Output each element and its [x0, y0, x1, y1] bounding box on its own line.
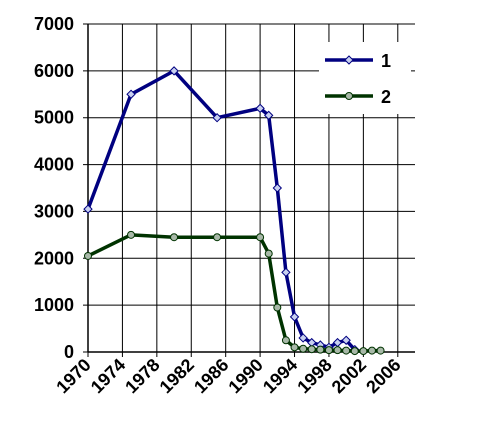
y-tick-label: 0 — [64, 342, 74, 362]
x-tick-label: 1998 — [293, 355, 335, 397]
marker — [299, 344, 308, 353]
marker — [342, 346, 351, 355]
marker — [350, 347, 359, 356]
marker — [264, 249, 273, 258]
marker — [333, 346, 342, 355]
marker — [316, 345, 325, 354]
marker — [83, 204, 93, 214]
marker — [281, 267, 291, 278]
marker — [272, 183, 283, 193]
marker — [169, 66, 179, 76]
marker — [273, 303, 282, 312]
y-tick-label: 4000 — [34, 155, 74, 175]
marker — [307, 345, 316, 354]
legend-label: 1 — [381, 51, 391, 71]
y-tick-label: 6000 — [34, 61, 74, 81]
marker — [212, 113, 222, 123]
marker — [264, 110, 274, 121]
marker — [298, 333, 308, 343]
marker — [289, 312, 300, 322]
legend-marker — [345, 92, 353, 100]
marker — [359, 347, 368, 356]
marker — [127, 230, 136, 239]
y-tick-label: 2000 — [34, 248, 74, 268]
x-tick-label: 1970 — [52, 355, 94, 397]
legend-label: 2 — [381, 87, 391, 107]
marker — [376, 346, 385, 355]
y-tick-label: 3000 — [34, 201, 74, 221]
x-tick-label: 2002 — [328, 355, 370, 397]
marker — [126, 89, 136, 99]
x-tick-label: 1994 — [259, 355, 301, 397]
x-tick-label: 1982 — [156, 355, 198, 397]
x-tick-label: 1974 — [87, 355, 129, 397]
marker — [255, 103, 265, 114]
x-tick-label: 2006 — [362, 355, 404, 397]
x-tick-label: 1978 — [121, 355, 163, 397]
x-tick-label: 1986 — [190, 355, 232, 397]
marker — [341, 335, 351, 345]
marker — [170, 233, 179, 242]
legend: 12 — [319, 42, 411, 114]
series-line — [86, 69, 357, 351]
marker — [290, 343, 299, 352]
legend-box — [319, 42, 411, 114]
legend-marker — [344, 55, 354, 65]
marker — [213, 233, 222, 242]
marker — [281, 336, 290, 345]
marker — [324, 346, 333, 355]
y-tick-label: 7000 — [34, 14, 74, 34]
marker — [84, 251, 92, 260]
y-tick-label: 5000 — [34, 108, 74, 128]
marker — [256, 233, 265, 242]
x-tick-label: 1990 — [224, 355, 266, 397]
series-line — [87, 233, 381, 353]
marker — [367, 346, 376, 355]
y-tick-label: 1000 — [34, 295, 74, 315]
